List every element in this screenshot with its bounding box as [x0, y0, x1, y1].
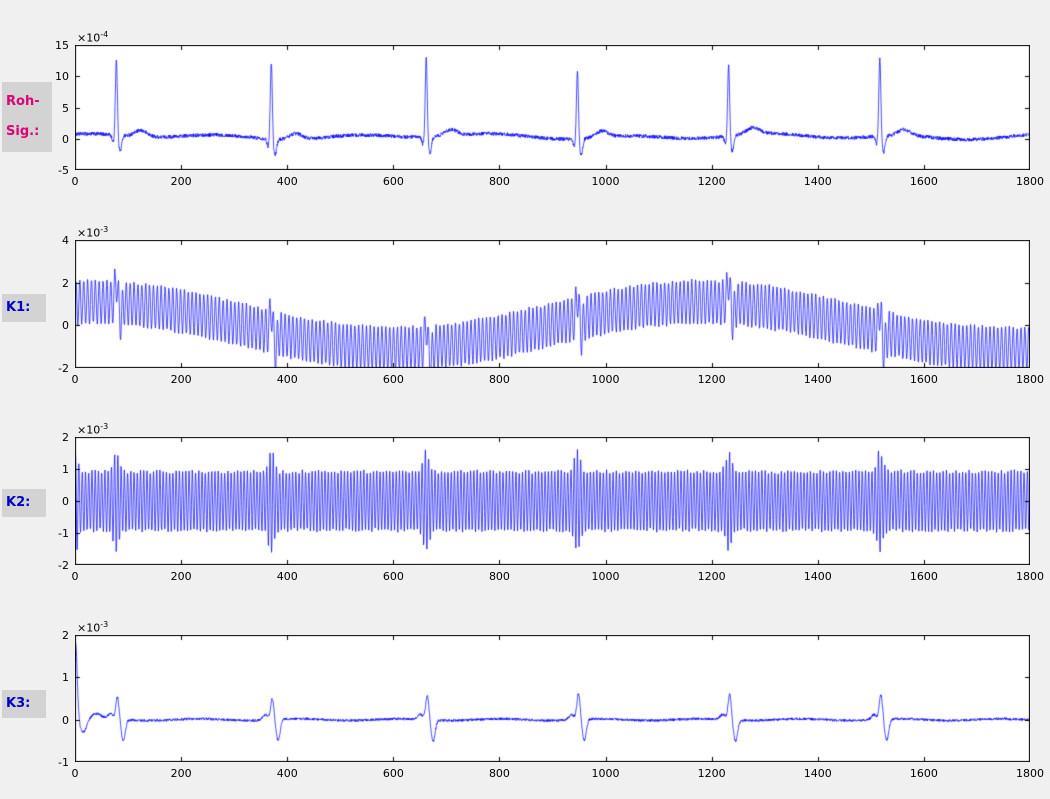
y-tick-label: 0	[62, 713, 69, 727]
axis-scale-label: ×10-3	[77, 618, 108, 635]
x-tick-label: 1400	[803, 570, 832, 583]
axis-scale-label: ×10-3	[77, 223, 108, 240]
plot-canvas-roh-sig	[75, 45, 1030, 170]
y-tick-label: 1	[62, 463, 69, 476]
x-tick-label: 1600	[909, 175, 938, 188]
row-label-text: K3:	[6, 696, 31, 711]
axis-scale-exponent: -3	[100, 422, 109, 431]
x-tick-label: 800	[488, 373, 510, 386]
x-tick-label: 600	[382, 570, 404, 583]
x-tick-label: 1400	[803, 767, 832, 780]
y-tick-label: 0	[62, 132, 69, 146]
x-tick-label: 400	[276, 767, 298, 780]
x-tick-label: 1000	[591, 767, 620, 780]
x-tick-label: 1000	[591, 570, 620, 583]
row-label-text: Roh-	[6, 94, 40, 109]
y-tick-label: 2	[62, 276, 69, 290]
axis-scale-base: ×10	[77, 226, 101, 240]
y-tick-label: 5	[62, 101, 69, 115]
y-tick-label: 0	[62, 319, 69, 333]
y-tick-label: 4	[62, 234, 69, 247]
axis-scale-label: ×10-3	[77, 420, 108, 437]
axis-scale-label: ×10-4	[77, 28, 108, 45]
x-tick-label: 1800	[1016, 373, 1044, 386]
y-tick-label: 1	[62, 671, 69, 685]
x-tick-label: 0	[71, 373, 79, 386]
axis-scale-exponent: -4	[100, 30, 109, 39]
axis-scale-exponent: -3	[100, 225, 109, 234]
x-tick-label: 1200	[697, 570, 726, 583]
x-tick-label: 1000	[591, 175, 620, 188]
y-tick-label: -1	[58, 527, 69, 540]
y-tick-label: 0	[62, 495, 69, 508]
row-label-k3: K3:	[2, 690, 46, 718]
x-tick-label: 1800	[1016, 570, 1044, 583]
x-tick-label: 1200	[697, 767, 726, 780]
row-label-k2: K2:	[2, 489, 46, 517]
axis-scale-base: ×10	[77, 31, 101, 45]
x-tick-label: 0	[71, 570, 79, 583]
x-tick-label: 200	[170, 767, 192, 780]
plot-canvas-k1	[75, 240, 1030, 368]
x-tick-label: 1200	[697, 373, 726, 386]
y-tick-label: -1	[58, 756, 69, 769]
y-tick-label: -2	[58, 559, 69, 572]
x-tick-label: 1400	[803, 373, 832, 386]
y-tick-label: 10	[55, 70, 69, 84]
plot-canvas-k2	[75, 437, 1030, 565]
y-tick-label: 2	[62, 431, 69, 444]
plot-canvas-k3	[75, 635, 1030, 762]
x-tick-label: 0	[71, 175, 79, 188]
row-label-text: Sig.:	[6, 124, 40, 139]
x-tick-label: 1800	[1016, 175, 1044, 188]
x-tick-label: 600	[382, 175, 404, 188]
x-tick-label: 0	[71, 767, 79, 780]
y-tick-label: -5	[58, 164, 69, 177]
x-tick-label: 1000	[591, 373, 620, 386]
x-tick-label: 600	[382, 373, 404, 386]
axis-scale-exponent: -3	[100, 620, 109, 629]
x-tick-label: 800	[488, 175, 510, 188]
x-tick-label: 1400	[803, 175, 832, 188]
x-tick-label: 800	[488, 767, 510, 780]
axis-scale-base: ×10	[77, 621, 101, 635]
x-tick-label: 1600	[909, 767, 938, 780]
x-tick-label: 800	[488, 570, 510, 583]
y-tick-label: -2	[58, 362, 69, 375]
x-tick-label: 1200	[697, 175, 726, 188]
row-label-k1: K1:	[2, 294, 46, 322]
axis-scale-base: ×10	[77, 423, 101, 437]
x-tick-label: 400	[276, 570, 298, 583]
row-label-text: K2:	[6, 495, 31, 510]
x-tick-label: 600	[382, 767, 404, 780]
x-tick-label: 400	[276, 373, 298, 386]
x-tick-label: 1600	[909, 373, 938, 386]
x-tick-label: 200	[170, 175, 192, 188]
x-tick-label: 200	[170, 570, 192, 583]
y-tick-label: 15	[55, 39, 69, 52]
y-tick-label: 2	[62, 629, 69, 642]
x-tick-label: 1600	[909, 570, 938, 583]
row-label-roh-sig: Roh- Sig.:	[2, 82, 52, 152]
x-tick-label: 200	[170, 373, 192, 386]
x-tick-label: 400	[276, 175, 298, 188]
x-tick-label: 1800	[1016, 767, 1044, 780]
row-label-text: K1:	[6, 300, 31, 315]
